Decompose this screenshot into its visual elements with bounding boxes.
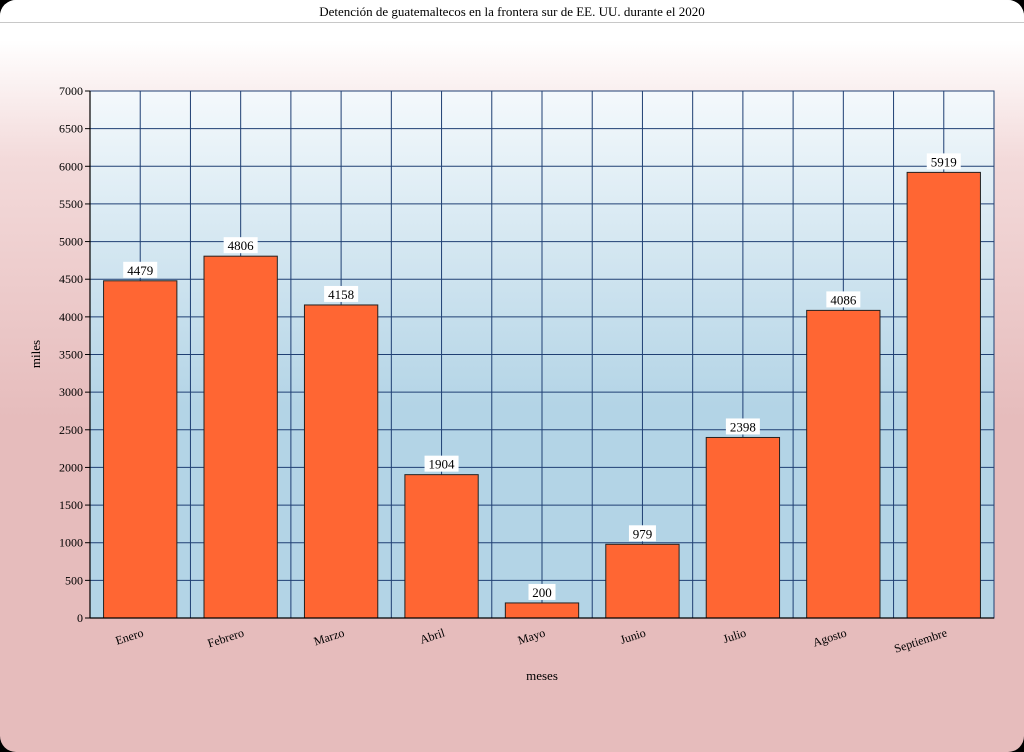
data-label: 4158 xyxy=(328,287,354,302)
y-tick-label: 3000 xyxy=(59,385,83,399)
data-label-bg xyxy=(424,455,459,472)
data-labels: 4479 4806 4158 1904 200 979 2398 4086 5919 xyxy=(123,153,961,600)
y-axis: 0 500 1000 1500 2000 2500 3000 3500 4000 4500 5000… xyxy=(59,84,91,625)
bar xyxy=(705,436,781,619)
y-tick-label: 1000 xyxy=(59,536,83,550)
y-tick-label: 6500 xyxy=(59,122,83,136)
data-label: 979 xyxy=(633,526,653,541)
bar xyxy=(504,602,580,619)
data-label-bg xyxy=(826,291,861,308)
data-label: 4806 xyxy=(228,238,255,253)
data-label-bg xyxy=(628,525,656,542)
chart-title: Detención de guatemaltecos en la fronter… xyxy=(0,0,1024,23)
data-label-bg xyxy=(223,237,258,254)
y-tick-label: 0 xyxy=(77,611,83,625)
y-tick-label: 4000 xyxy=(59,310,83,324)
bar xyxy=(906,171,981,619)
x-tick-label: Enero xyxy=(114,626,146,648)
y-tick-label: 2000 xyxy=(59,460,83,474)
bar xyxy=(203,255,278,619)
y-tick-label: 2500 xyxy=(59,423,83,437)
x-tick-label: Febrero xyxy=(206,626,246,651)
x-tick-label: Abril xyxy=(418,625,447,646)
x-axis: Enero Febrero Marzo Abril Mayo Junio Julio Agos… xyxy=(90,617,994,656)
data-label: 4086 xyxy=(830,292,857,307)
y-tick-label: 5000 xyxy=(59,235,83,249)
data-label: 4479 xyxy=(127,263,153,278)
bar xyxy=(404,474,479,619)
y-axis-title: miles xyxy=(28,340,43,368)
data-label: 200 xyxy=(532,585,552,600)
x-tick-label: Junio xyxy=(618,626,647,647)
data-label-bg xyxy=(725,418,760,435)
x-tick-label: Septiembre xyxy=(892,626,948,656)
x-axis-title: meses xyxy=(526,668,558,683)
x-tick-label: Agosto xyxy=(811,626,848,650)
y-tick-label: 6000 xyxy=(59,159,83,173)
y-tick-label: 500 xyxy=(65,573,83,587)
data-label-bg xyxy=(926,153,961,170)
y-tick-label: 4500 xyxy=(59,272,83,286)
bar xyxy=(303,304,379,619)
y-tick-label: 5500 xyxy=(59,197,83,211)
data-label-bg xyxy=(324,285,359,302)
bar xyxy=(605,543,680,619)
data-label: 1904 xyxy=(429,457,456,472)
data-label: 5919 xyxy=(931,154,957,169)
y-tick-label: 7000 xyxy=(59,84,83,98)
x-tick-label: Marzo xyxy=(312,626,346,649)
x-tick-label: Julio xyxy=(721,626,748,647)
data-label-bg xyxy=(123,261,158,278)
y-tick-label: 3500 xyxy=(59,348,83,362)
y-tick-label: 1500 xyxy=(59,498,83,512)
bar-series xyxy=(103,171,981,619)
bar xyxy=(806,309,881,619)
bar xyxy=(103,280,178,619)
x-tick-label: Mayo xyxy=(516,626,547,648)
data-label: 2398 xyxy=(730,419,756,434)
data-label-bg xyxy=(528,583,556,600)
